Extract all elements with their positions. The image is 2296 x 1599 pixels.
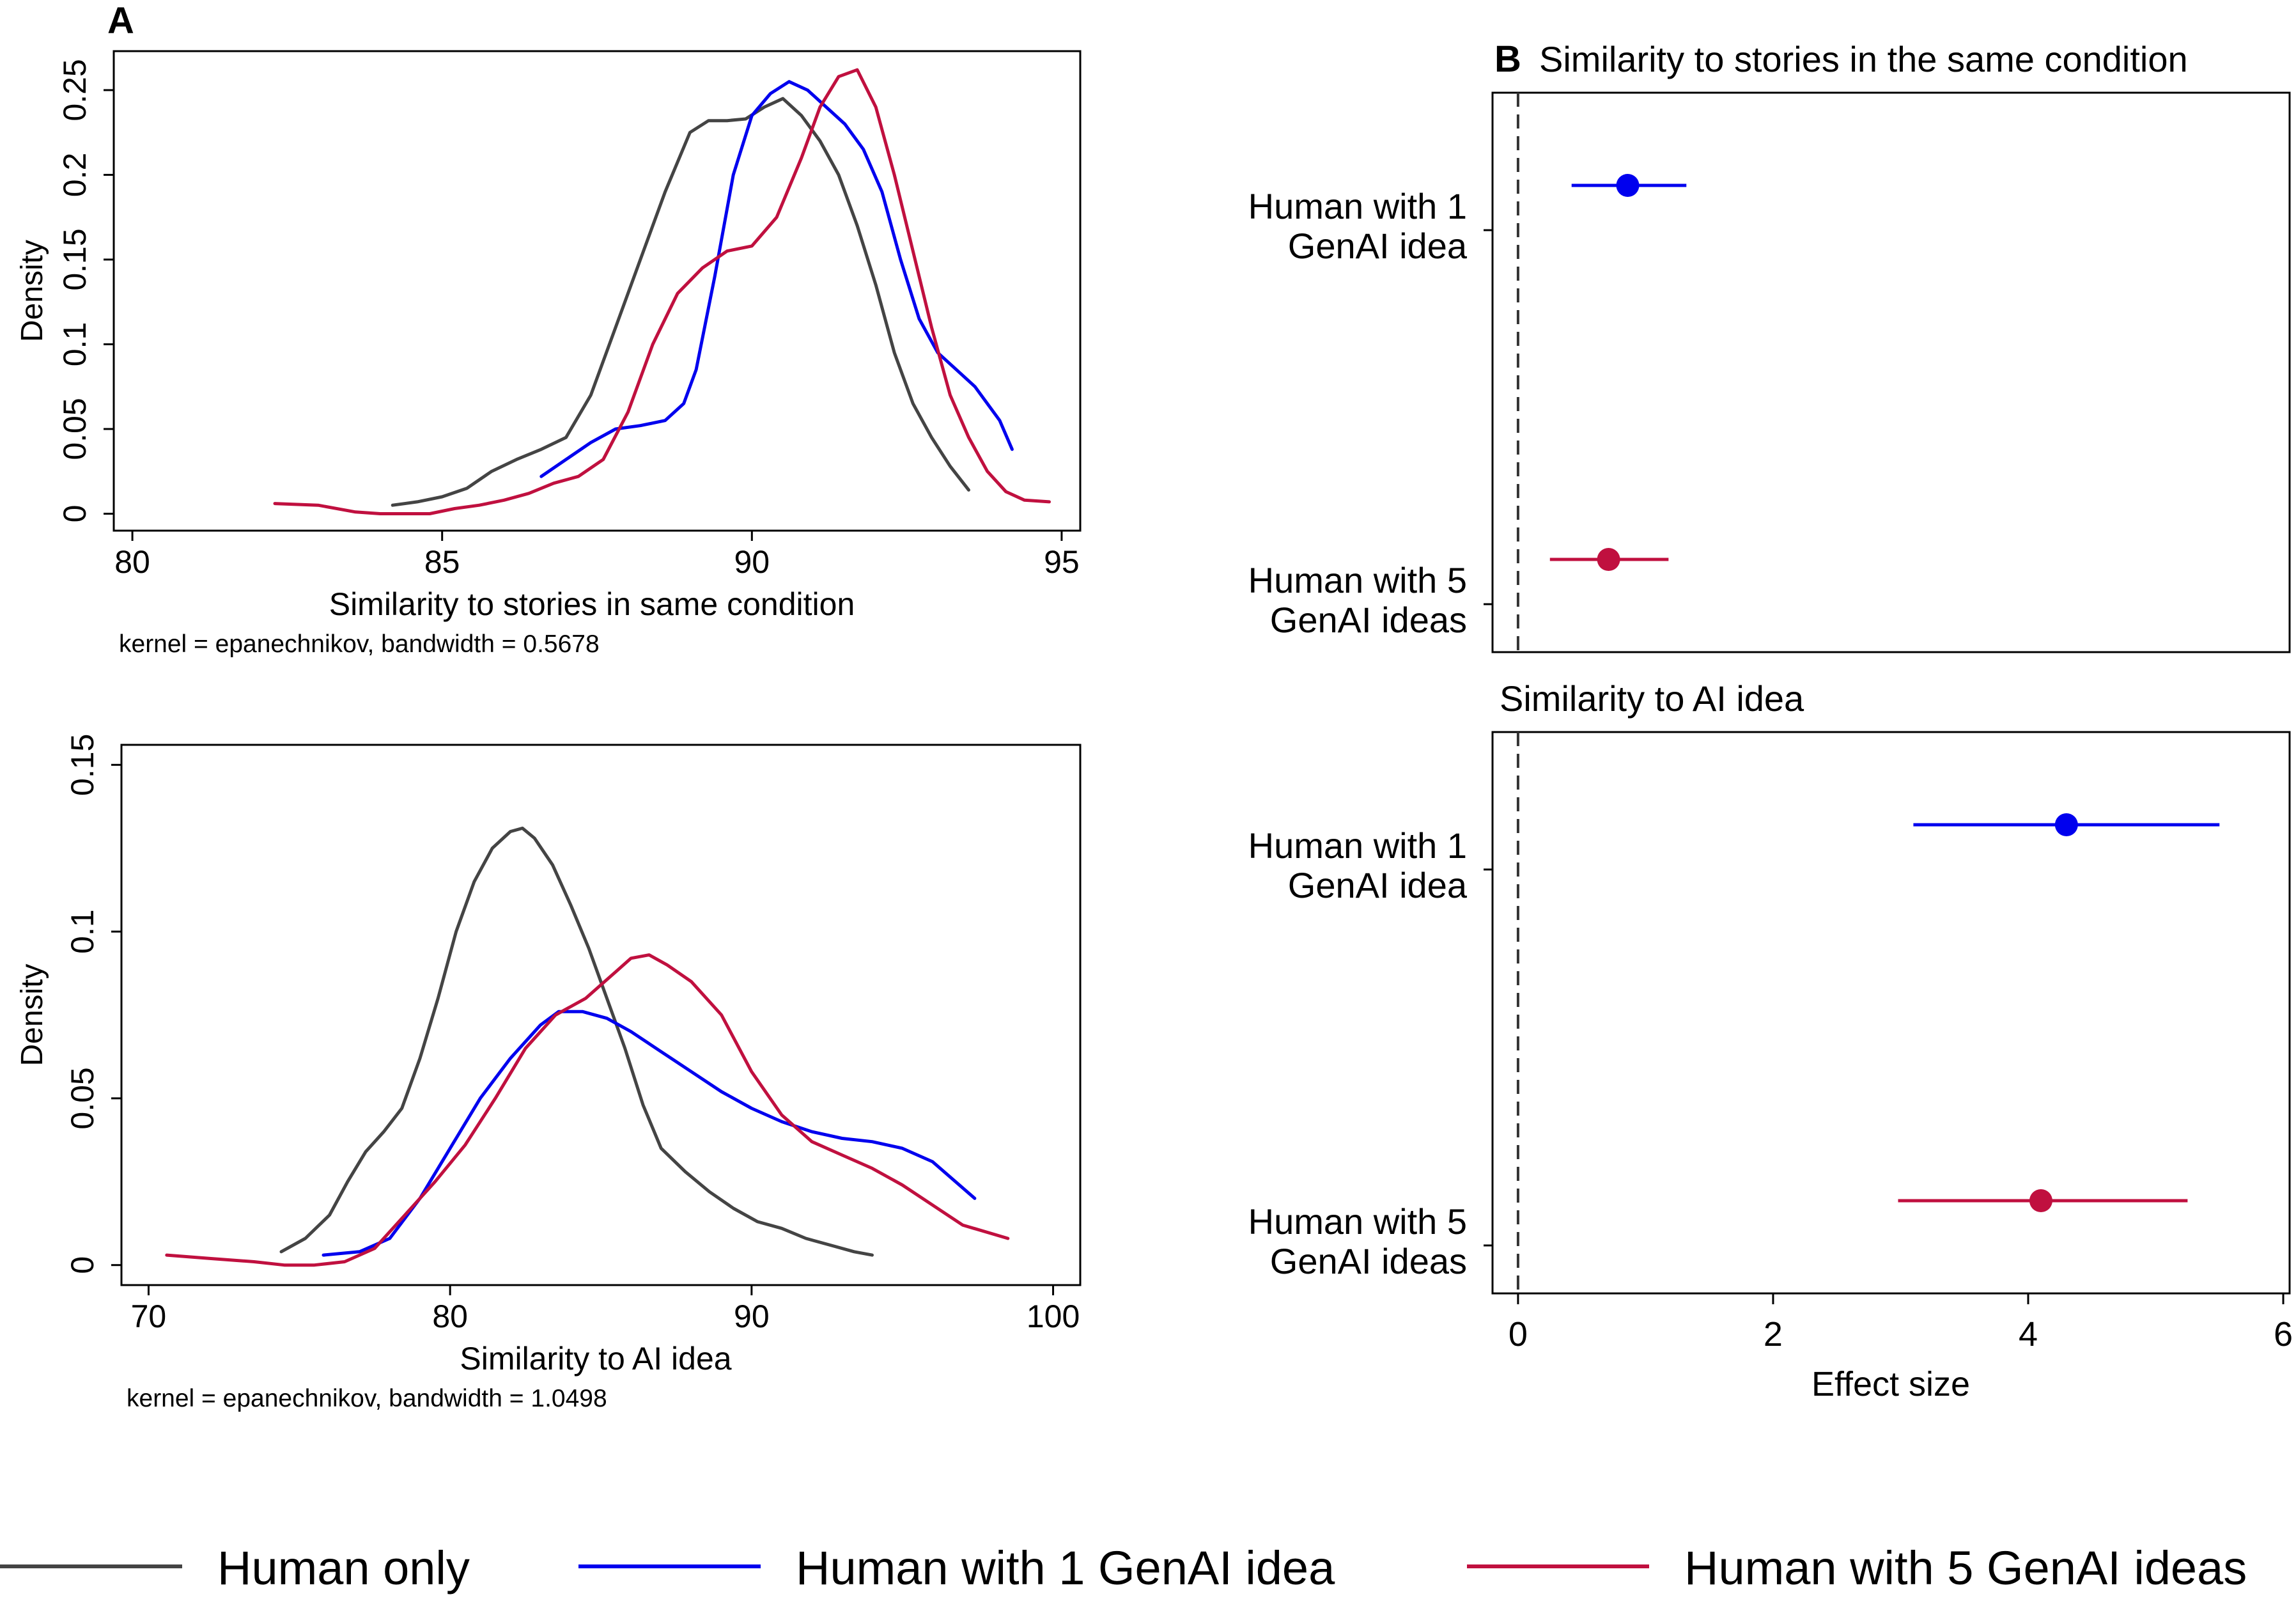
row-label: Human with 1 xyxy=(1248,186,1467,226)
row-label: GenAI idea xyxy=(1288,865,1468,905)
x-tick-label: 100 xyxy=(1027,1299,1080,1334)
panel-label-a: A xyxy=(107,0,134,42)
density-line-five-ideas xyxy=(165,953,1010,1267)
x-tick-label: 95 xyxy=(1044,544,1080,580)
x-axis-label: Similarity to stories in same condition xyxy=(329,586,855,622)
y-axis-label: Density xyxy=(15,240,49,342)
kernel-note: kernel = epanechnikov, bandwidth = 1.049… xyxy=(127,1385,607,1412)
legend-label-one-idea: Human with 1 GenAI idea xyxy=(796,1541,1335,1595)
density-line-five-ideas xyxy=(273,68,1051,515)
effect-panel-frame xyxy=(1491,91,2291,653)
x-tick-label: 85 xyxy=(424,544,460,580)
y-tick-label: 0.05 xyxy=(65,1067,100,1129)
y-tick-label: 0.05 xyxy=(57,398,93,460)
effect-panel-frame xyxy=(1491,731,2291,1295)
y-tick-label: 0.2 xyxy=(57,153,93,198)
y-tick-label: 0.15 xyxy=(57,228,93,290)
x-tick-label: 0 xyxy=(1509,1315,1528,1353)
x-tick-label: 2 xyxy=(1764,1315,1783,1353)
x-tick-label: 6 xyxy=(2274,1315,2293,1353)
y-axis-label: Density xyxy=(15,963,49,1066)
kernel-note: kernel = epanechnikov, bandwidth = 0.567… xyxy=(119,630,600,658)
effect-estimate-point xyxy=(2029,1189,2052,1212)
row-label: GenAI ideas xyxy=(1270,1241,1467,1281)
row-label: Human with 5 xyxy=(1248,560,1467,600)
x-axis-label: Effect size xyxy=(1811,1365,1970,1403)
y-tick-label: 0 xyxy=(57,505,93,523)
row-label: GenAI idea xyxy=(1288,226,1468,266)
y-tick-label: 0.1 xyxy=(65,909,100,954)
x-tick-label: 4 xyxy=(2019,1315,2038,1353)
y-tick-label: 0 xyxy=(65,1256,100,1274)
x-tick-label: 70 xyxy=(131,1299,167,1334)
row-label: GenAI ideas xyxy=(1270,600,1467,640)
row-label: Human with 1 xyxy=(1248,825,1467,866)
x-tick-label: 80 xyxy=(432,1299,468,1334)
y-tick-label: 0.15 xyxy=(65,734,100,796)
density-chart-ai-idea: 70 80 90 100 0 0.05 0.1 0.15 Density Similarity t… xyxy=(15,734,1082,1412)
density-line-human-only xyxy=(279,826,874,1257)
effect-estimate-point xyxy=(1597,548,1620,571)
effect-panel-title: Similarity to AI idea xyxy=(1500,678,1804,719)
y-tick-label: 0.25 xyxy=(57,59,93,121)
x-tick-label: 90 xyxy=(734,1299,770,1334)
legend-label-five-ideas: Human with 5 GenAI ideas xyxy=(1684,1541,2247,1595)
density-line-one-idea xyxy=(539,80,1014,478)
legend-label-human-only: Human only xyxy=(217,1541,470,1595)
density-line-human-only xyxy=(391,97,970,507)
effect-size-chart: Similarity to stories in the same condit… xyxy=(1248,39,2293,1403)
density-chart-same-condition: 80 85 90 95 0 0.05 0.1 0.15 0.2 0.25 Density Simila… xyxy=(15,50,1082,658)
effect-panel-title: Similarity to stories in the same condit… xyxy=(1539,39,2188,79)
effect-estimate-point xyxy=(2054,813,2078,836)
effect-estimate-point xyxy=(1616,174,1640,197)
x-tick-label: 90 xyxy=(734,544,770,580)
y-tick-label: 0.1 xyxy=(57,322,93,367)
x-axis-label: Similarity to AI idea xyxy=(460,1341,731,1377)
legend: Human only Human with 1 GenAI idea Human… xyxy=(0,1541,2247,1595)
x-tick-label: 80 xyxy=(114,544,150,580)
plot-frame xyxy=(120,744,1082,1286)
row-label: Human with 5 xyxy=(1248,1201,1467,1242)
density-line-one-idea xyxy=(322,1010,977,1257)
plot-frame xyxy=(112,50,1082,532)
panel-label-b: B xyxy=(1494,38,1521,80)
